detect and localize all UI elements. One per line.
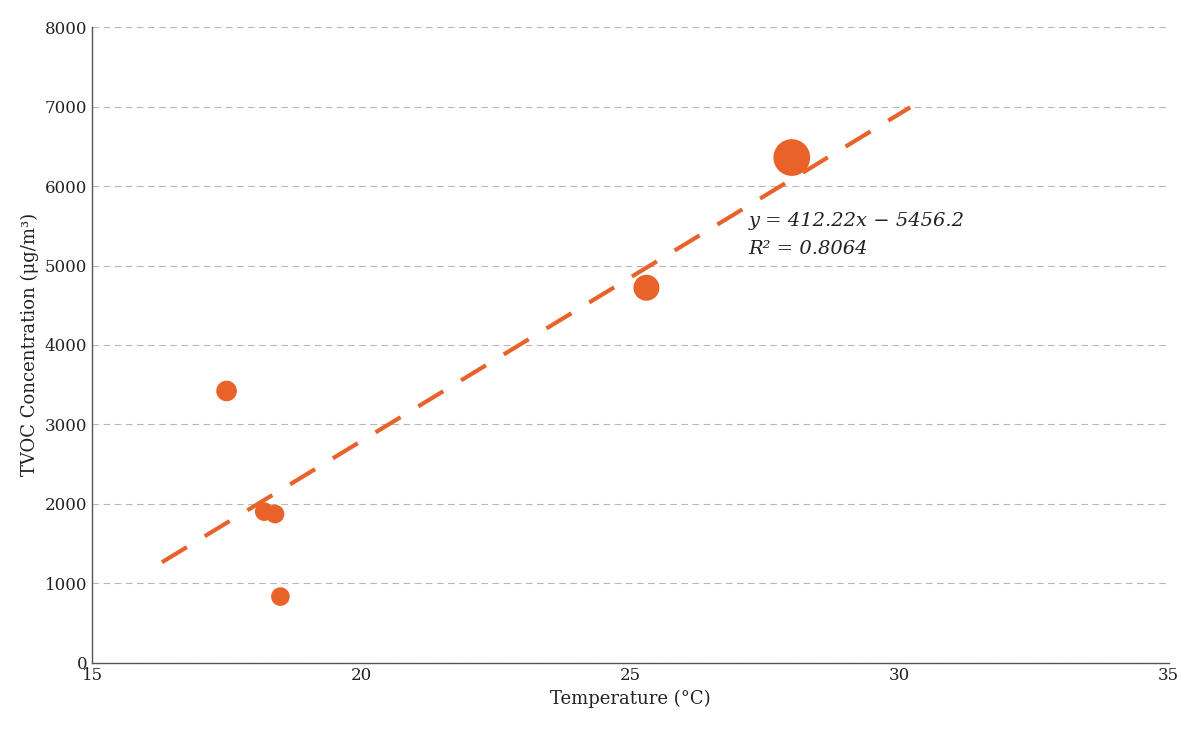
Point [271,590,290,602]
Y-axis label: TVOC Concentration (μg/m³): TVOC Concentration (μg/m³) [20,214,40,477]
Text: R² = 0.8064: R² = 0.8064 [749,240,869,257]
X-axis label: Temperature (°C): Temperature (°C) [550,690,710,708]
Point [637,282,656,294]
Point [265,508,284,520]
Text: y = 412.22x − 5456.2: y = 412.22x − 5456.2 [749,212,965,230]
Point [217,385,236,397]
Point [254,506,274,518]
Point [782,152,802,163]
